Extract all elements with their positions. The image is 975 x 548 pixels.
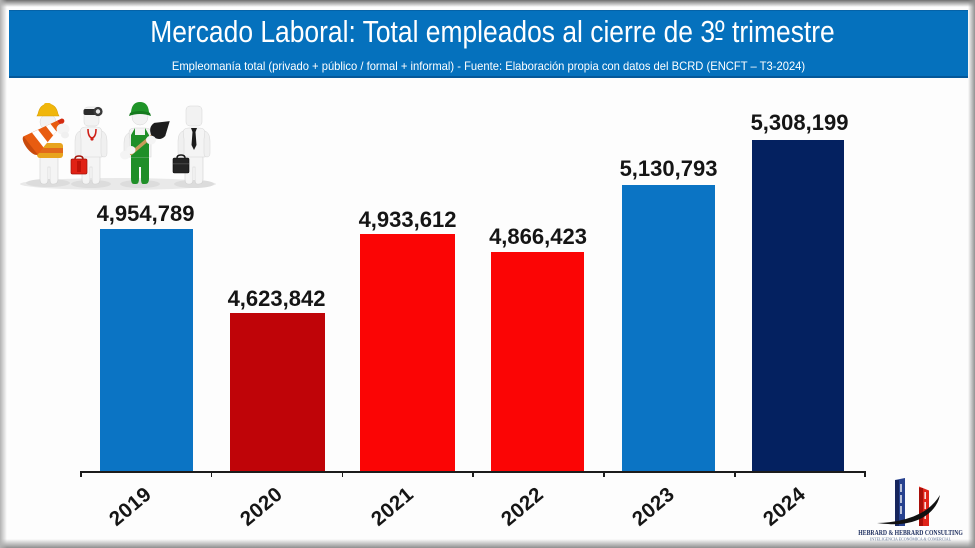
svg-text:HEBRARD & HEBRARD CONSULTING: HEBRARD & HEBRARD CONSULTING	[858, 529, 963, 537]
svg-text:INTELIGENCIA ECONÓMICA & COMER: INTELIGENCIA ECONÓMICA & COMERCIAL	[870, 536, 951, 541]
